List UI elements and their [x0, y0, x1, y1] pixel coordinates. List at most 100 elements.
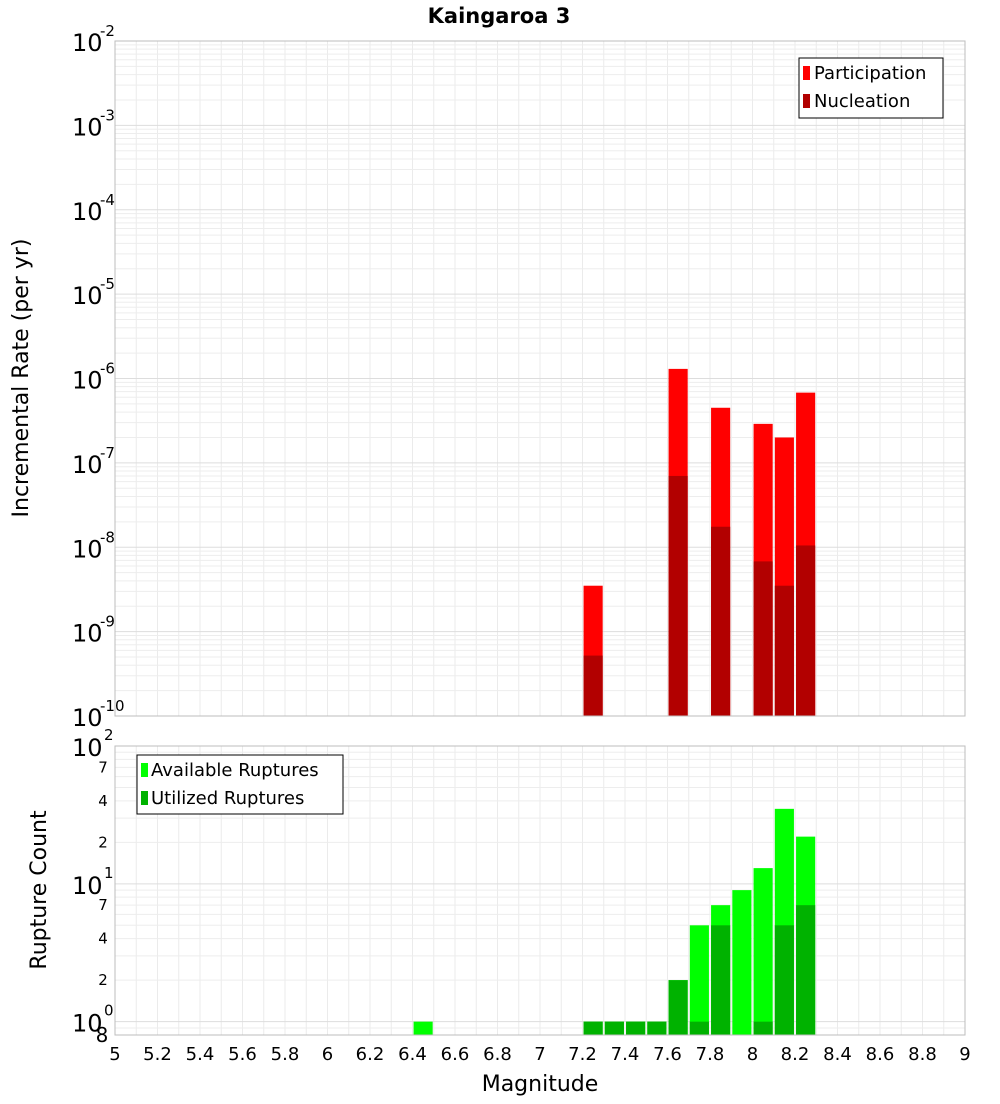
rate-y-tick-base: 10 — [72, 704, 103, 732]
x-tick-label: 6.4 — [398, 1044, 427, 1065]
rate-y-tick-base: 10 — [72, 535, 103, 563]
count-legend-label: Available Ruptures — [151, 760, 319, 781]
x-tick-label: 5.6 — [228, 1044, 257, 1065]
count-bar — [774, 925, 794, 1035]
x-tick-label: 9 — [959, 1044, 970, 1065]
rate-legend: Participation Nucleation — [798, 57, 944, 119]
rate-y-tick-exponent: -4 — [100, 191, 115, 209]
chart-title: Kaingaroa 3 — [428, 4, 571, 28]
count-bar — [689, 925, 709, 1035]
rate-bar — [711, 526, 731, 716]
rate-plot-frame — [114, 40, 966, 717]
rate-bar — [796, 545, 816, 716]
rate-y-tick-base: 10 — [72, 451, 103, 479]
count-bar — [732, 890, 752, 1035]
rate-y-tick-base: 10 — [72, 620, 103, 648]
count-legend-swatch — [141, 763, 148, 777]
rate-y-tick-base: 10 — [72, 29, 103, 57]
count-y-tick-base: 10 — [72, 872, 103, 900]
x-tick-label: 7.8 — [696, 1044, 725, 1065]
rate-y-tick-exponent: -5 — [100, 275, 115, 293]
count-y-minor-tick-label: 7 — [98, 896, 108, 914]
rate-y-tick-label: 10-9 — [72, 613, 115, 648]
count-bar — [753, 868, 773, 1035]
count-y-tick-exponent: 1 — [104, 864, 114, 882]
x-tick-label: 8.6 — [866, 1044, 895, 1065]
count-y-tick-label: 10 1 — [72, 864, 114, 900]
count-bar — [753, 1021, 773, 1035]
rate-y-tick-base: 10 — [72, 198, 103, 226]
rate-y-tick-base: 10 — [72, 282, 103, 310]
x-tick-label: 7.2 — [568, 1044, 597, 1065]
rate-y-tick-label: 10-2 — [72, 22, 115, 57]
count-y-tick-label: 10 2 — [72, 726, 114, 762]
count-y-minor-tick-label: 2 — [98, 833, 108, 851]
count-plot-frame — [114, 745, 966, 1036]
rate-legend-box — [798, 57, 944, 119]
count-y-tick-base: 10 — [72, 734, 103, 762]
count-bar — [604, 1021, 624, 1035]
x-tick-label: 8.8 — [908, 1044, 937, 1065]
x-tick-label: 7 — [534, 1044, 545, 1065]
count-bar — [796, 905, 816, 1035]
count-y-tick-label: 10 0 — [72, 1002, 114, 1038]
rate-bar — [583, 655, 603, 716]
count-y-tick-exponent: 0 — [104, 1002, 114, 1020]
rate-y-tick-exponent: -9 — [100, 613, 115, 631]
rate-legend-label: Participation — [814, 63, 926, 84]
x-tick-label: 7.6 — [653, 1044, 682, 1065]
rate-y-tick-exponent: -8 — [100, 528, 115, 546]
count-y-minor-tick-label: 8 — [96, 1023, 109, 1047]
rate-y-tick-base: 10 — [72, 113, 103, 141]
rate-y-tick-label: 10-4 — [72, 191, 115, 226]
count-bar — [668, 980, 688, 1035]
rate-y-tick-exponent: -10 — [100, 697, 125, 715]
x-axis-label: Magnitude — [482, 1072, 599, 1097]
count-legend-swatch — [141, 791, 148, 805]
rate-y-tick-exponent: -7 — [100, 444, 115, 462]
x-axis-ticks: 5 5.2 5.4 5.6 5.8 6 6.2 6.4 6.6 6.8 7 7.2 7.4 7.6 7.8 8… — [109, 1044, 970, 1065]
rate-y-tick-label: 10-10 — [72, 697, 125, 732]
count-bar — [626, 1021, 646, 1035]
rate-y-tick-label: 10-3 — [72, 106, 115, 141]
x-tick-label: 6.6 — [441, 1044, 470, 1065]
top-y-axis-label: Incremental Rate (per yr) — [9, 239, 34, 518]
count-bar — [711, 925, 731, 1035]
count-y-tick-base: 10 — [72, 1010, 103, 1038]
count-legend-label: Utilized Ruptures — [151, 788, 304, 809]
count-legend: Available Ruptures Utilized Ruptures — [136, 754, 344, 815]
count-legend-box — [136, 754, 344, 815]
rate-y-tick-base: 10 — [72, 367, 103, 395]
x-tick-label: 5.2 — [143, 1044, 172, 1065]
x-tick-label: 6.8 — [483, 1044, 512, 1065]
rate-panel: 10-1010-910-810-710-610-510-410-310-2Par… — [72, 22, 966, 732]
rate-y-tick-label: 10-6 — [72, 360, 115, 395]
count-y-minor-tick-label: 4 — [98, 792, 108, 810]
rate-y-tick-exponent: -3 — [100, 106, 115, 124]
count-bar — [689, 1021, 709, 1035]
bottom-y-axis-label: Rupture Count — [27, 810, 52, 970]
rate-bar — [753, 561, 773, 716]
x-tick-label: 5 — [109, 1044, 120, 1065]
count-y-minor-tick-label: 2 — [98, 971, 108, 989]
count-bar — [647, 1021, 667, 1035]
rate-legend-swatch — [803, 94, 810, 108]
count-y-tick-exponent: 2 — [104, 726, 114, 744]
count-y-minor-tick-label: 4 — [98, 930, 108, 948]
count-y-minor-tick-label: 7 — [98, 758, 108, 776]
rate-y-tick-label: 10-5 — [72, 275, 115, 310]
rate-bar — [668, 475, 688, 716]
rate-grid — [114, 40, 966, 717]
count-bar — [583, 1021, 603, 1035]
count-bar — [413, 1021, 433, 1035]
rate-legend-swatch — [803, 66, 810, 80]
x-tick-label: 8.2 — [781, 1044, 810, 1065]
x-tick-label: 6.2 — [356, 1044, 385, 1065]
x-tick-label: 6 — [322, 1044, 333, 1065]
x-tick-label: 8.4 — [823, 1044, 852, 1065]
rate-bar — [774, 585, 794, 716]
x-tick-label: 5.8 — [271, 1044, 300, 1065]
